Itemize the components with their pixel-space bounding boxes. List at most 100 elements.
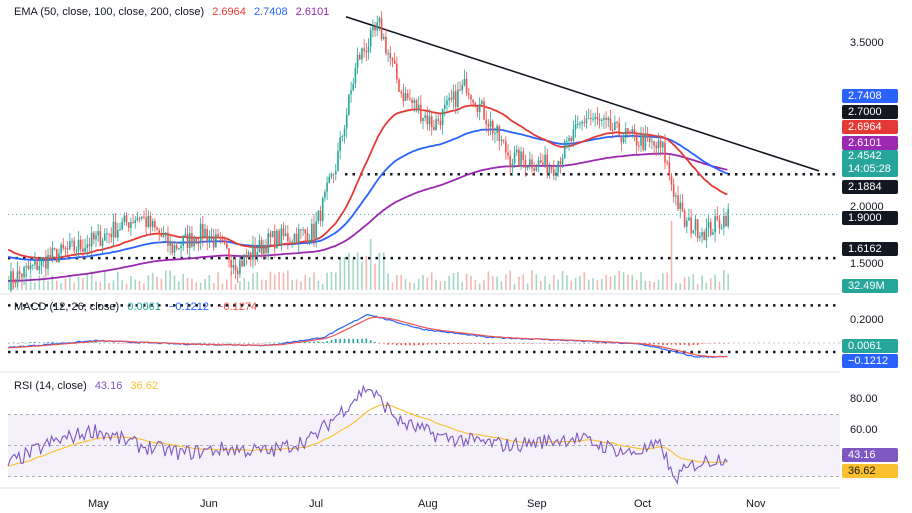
macd-histogram-bar [365,338,368,343]
candle-body [55,249,58,262]
candle-body [284,233,287,237]
candle-body [550,166,553,170]
candle-body [164,232,167,236]
candle-body [461,85,464,91]
macd-histogram-bar [121,343,123,344]
candle-body [537,160,540,168]
candle-body [249,252,252,260]
candle-body [657,140,660,149]
macd-histogram-bar [452,343,455,344]
candle-body [513,152,516,164]
candle-body [204,228,206,239]
candle-body [202,224,204,239]
macd-histogram-bar [25,342,28,344]
candle-body [526,166,529,169]
volume-bar [378,252,381,290]
candle-body [123,215,126,222]
volume-bar [531,270,533,290]
candle-body [337,150,339,171]
candle-body [47,255,49,269]
macd-histogram-bar [539,343,542,344]
last-price-value: 2.4542 [848,150,882,162]
ema200-price-label: 2.6101 [842,136,898,150]
volume-bar [723,270,725,290]
macd-histogram-bar [125,343,128,344]
volume-bar [417,278,420,290]
volume-bar [570,280,573,290]
volume-bar [291,280,293,290]
candle-body [149,215,152,227]
candle-body [646,134,649,138]
volume-bar [513,283,516,290]
macd-histogram-bar [422,343,424,346]
candle-body [651,141,653,143]
rsi-value: 43.16 [94,380,123,392]
candle-body [297,229,300,244]
candle-body [132,221,134,224]
candle-body [269,233,272,238]
macd-histogram-bar [505,343,507,344]
volume-bar [688,276,690,290]
candle-body [448,97,450,101]
candle-body [618,122,620,136]
macd-histogram-bar [112,343,115,344]
macd-value-1: 0.0061 [127,301,161,313]
candle-body [566,140,568,142]
candle-body [36,259,38,270]
macd-histogram-bar [103,342,106,344]
candle-body [705,227,708,241]
candle-body [548,166,551,174]
candle-body [84,247,86,252]
volume-bar [391,282,394,290]
rsi-legend: RSI (14, close) 43.16 36.62 [14,380,163,392]
volume-bar [696,283,699,290]
candle-body [725,215,727,227]
candle-body [422,118,424,122]
volume-bar [25,273,28,290]
volume-bar [387,273,389,290]
candle-body [239,260,241,275]
candle-body [236,270,239,275]
candle-body [69,241,71,249]
candle-body [709,222,712,235]
candle-body [692,230,695,234]
candle-body [718,219,721,229]
candle-body [644,134,647,151]
macd-histogram-bar [356,339,359,343]
candle-body [409,98,411,100]
volume-bar [627,274,629,290]
candle-body [498,125,501,141]
volume-bar [640,272,642,290]
candle-body [568,137,570,141]
macd-histogram-bar [439,343,442,345]
macd-histogram-bar [675,343,677,345]
ema50-line [7,104,728,260]
candle-body [446,100,448,105]
rsi-ma-label: 36.62 [842,464,898,478]
candle-body [73,240,75,251]
macd-histogram-bar [509,343,511,344]
ema-legend-name: EMA (50, close, 100, close, 200, close) [14,6,205,18]
volume-bar [77,276,80,290]
candle-body [570,137,573,142]
macd-histogram-bar [587,342,590,344]
candle-body [712,232,714,235]
candle-body [444,104,446,109]
macd-histogram-bar [51,341,54,343]
candle-body [138,217,141,219]
volume-bar [282,272,285,290]
candle-body [544,154,546,165]
candle-body [467,93,470,95]
macd-histogram-bar [330,339,333,343]
candle-body [387,52,389,54]
candle-body [180,245,182,249]
macd-histogram-bar [117,343,119,344]
candle-body [271,231,274,238]
volume-bar [99,281,102,290]
macd-histogram-bar [688,343,690,346]
macd-histogram-bar [304,341,307,343]
candle-body [315,221,317,239]
macd-histogram-bar [548,343,551,344]
volume-bar [243,278,246,290]
ema50-value: 2.6964 [212,6,246,18]
